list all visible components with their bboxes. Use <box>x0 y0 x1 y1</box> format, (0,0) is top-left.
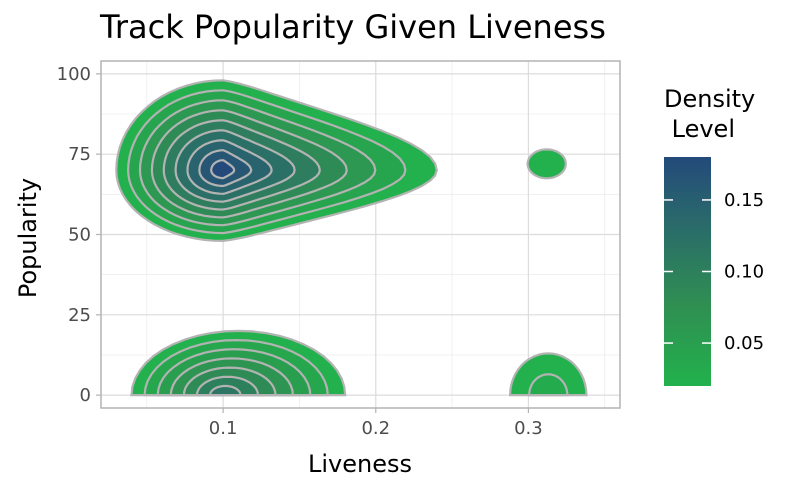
legend-title: Density Level <box>664 85 756 143</box>
legend-tick-label: 0.15 <box>724 190 764 211</box>
x-tick-label: 0.1 <box>209 418 238 439</box>
chart-title: Track Popularity Given Liveness <box>100 8 606 46</box>
contour-level <box>528 373 569 397</box>
contour-high-popularity-low-liveness <box>115 79 438 243</box>
legend-tick-label: 0.10 <box>724 262 764 283</box>
axis-ticks: 0.1 0.2 0.3 0 25 50 75 100 <box>57 64 543 439</box>
y-tick-label: 75 <box>68 144 91 165</box>
contours <box>115 79 588 397</box>
legend-ticks: 0.05 0.10 0.15 <box>664 190 764 354</box>
x-tick-label: 0.3 <box>514 418 543 439</box>
contour-low-popularity-high-liveness <box>508 352 588 397</box>
y-tick-label: 0 <box>80 385 91 406</box>
x-axis-title: Liveness <box>308 450 412 478</box>
contour-level <box>210 159 236 180</box>
legend-tick-label: 0.05 <box>724 333 764 354</box>
contour-low-popularity-low-liveness <box>130 329 347 397</box>
contour-high-popularity-high-liveness <box>526 148 567 180</box>
y-axis-title: Popularity <box>14 178 42 298</box>
x-tick-label: 0.2 <box>361 418 390 439</box>
y-tick-label: 50 <box>68 225 91 246</box>
contour-level <box>208 384 242 397</box>
y-tick-label: 25 <box>68 305 91 326</box>
contour-level <box>526 148 567 180</box>
y-tick-label: 100 <box>57 64 91 85</box>
